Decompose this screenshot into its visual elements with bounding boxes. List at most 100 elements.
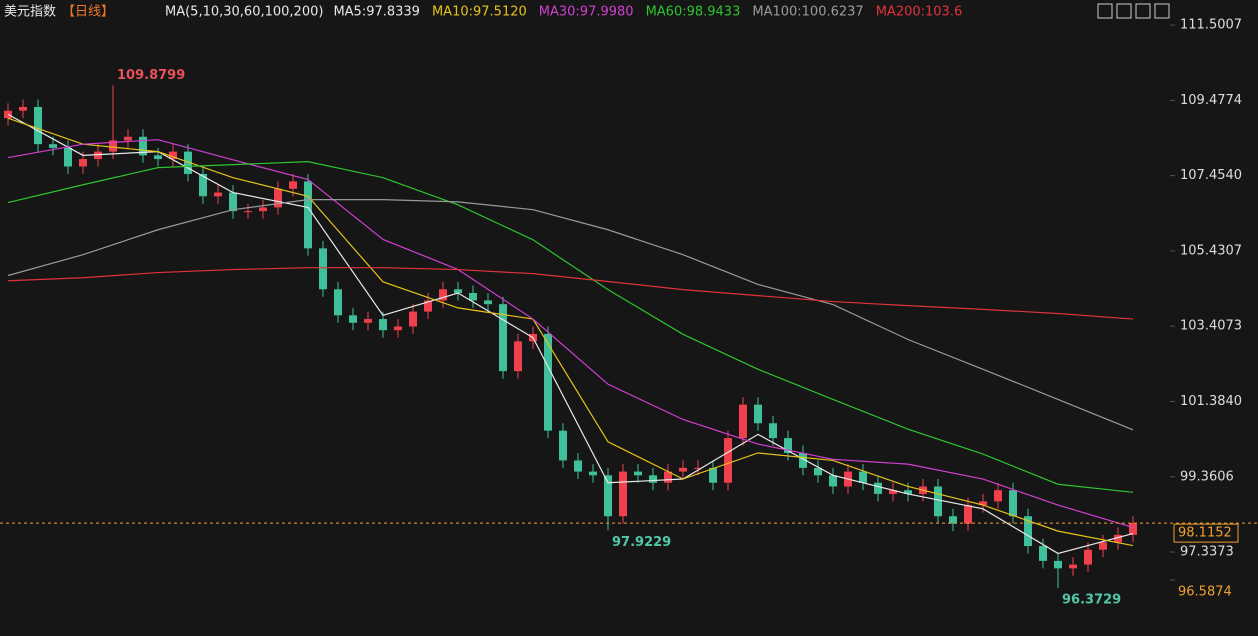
candle-body	[679, 467, 687, 472]
candle-body	[604, 475, 612, 517]
annotation: 96.3729	[1062, 592, 1121, 607]
candle-body	[364, 319, 372, 323]
candle-body	[259, 207, 267, 212]
candle-body	[1069, 564, 1077, 569]
candle-body	[289, 181, 297, 189]
candle-body	[589, 471, 597, 476]
candle-body	[1054, 560, 1062, 569]
candle-body	[979, 501, 987, 506]
candle-body	[124, 136, 132, 141]
legend-entry: MA5:97.8339	[333, 5, 420, 20]
candle-body	[574, 460, 582, 472]
candle-body	[829, 475, 837, 487]
y-tick-label: 107.4540	[1180, 168, 1242, 183]
candle-body	[19, 106, 27, 111]
legend-entry: MA60:98.9433	[646, 5, 741, 20]
candle-body	[544, 333, 552, 431]
candle-body	[694, 467, 702, 469]
candle-body	[634, 471, 642, 476]
candle-body	[1099, 542, 1107, 550]
candle-body	[514, 341, 522, 372]
candle-body	[349, 315, 357, 323]
candle-body	[859, 471, 867, 483]
candle-body	[1084, 549, 1092, 565]
y-tick-label: 97.3373	[1180, 545, 1234, 560]
candle-body	[274, 188, 282, 208]
candle-body	[709, 467, 717, 483]
candle-body	[484, 300, 492, 305]
candle-body	[139, 136, 147, 156]
legend-entry: MA200:103.6	[876, 5, 963, 20]
candle-body	[394, 326, 402, 331]
candle-body	[154, 155, 162, 160]
legend-entry: MA100:100.6237	[752, 5, 863, 20]
annotation: 109.8799	[117, 68, 185, 83]
chart-title: 美元指数	[4, 5, 56, 20]
y-tick-label: 111.5007	[1180, 18, 1242, 33]
candle-body	[49, 144, 57, 148]
annotation: 97.9229	[612, 535, 671, 550]
candle-body	[754, 404, 762, 424]
candle-body	[784, 438, 792, 453]
y-tick-label: 99.3606	[1180, 469, 1234, 484]
candle-body	[934, 486, 942, 517]
ma-line	[7, 113, 1134, 555]
ma-line	[7, 139, 1134, 529]
candle-body	[994, 490, 1002, 502]
current-price-box	[1173, 523, 1239, 543]
candle-body	[1129, 522, 1137, 535]
candle-body	[739, 404, 747, 439]
candle-body	[184, 151, 192, 174]
ma-line	[7, 199, 1134, 431]
candle-body	[214, 192, 222, 197]
candle-body	[64, 147, 72, 167]
candle-body	[229, 192, 237, 212]
candle-body	[799, 452, 807, 468]
ma-line	[7, 117, 1134, 547]
candle-body	[904, 490, 912, 494]
candle-body	[499, 304, 507, 372]
candle-body	[874, 482, 882, 494]
candle-body	[964, 505, 972, 524]
candle-body	[814, 467, 822, 476]
candle-body	[664, 471, 672, 483]
ma-line	[7, 267, 1134, 320]
candle-body	[559, 430, 567, 461]
candle-body	[769, 423, 777, 439]
candle-body	[109, 140, 117, 152]
y-tick-label: 109.4774	[1180, 93, 1242, 108]
candle-body	[94, 151, 102, 160]
candle-body	[334, 289, 342, 316]
candle-body	[409, 311, 417, 327]
candle-body	[1024, 516, 1032, 547]
candle-body	[454, 289, 462, 294]
candle-body	[889, 490, 897, 494]
candle-body	[379, 319, 387, 331]
toolbar-icons[interactable]	[1097, 3, 1170, 19]
candle-body	[469, 293, 477, 301]
y-tick-label: 103.4073	[1180, 319, 1242, 334]
candle-body	[1039, 546, 1047, 561]
candle-body	[4, 110, 12, 119]
candle-body	[424, 300, 432, 312]
candle-body	[1114, 534, 1122, 543]
candle-body	[199, 173, 207, 197]
y-tick-label: 105.4307	[1180, 243, 1242, 258]
candle-body	[724, 438, 732, 483]
candle-body	[319, 248, 327, 290]
candle-body	[79, 159, 87, 167]
candle-body	[619, 471, 627, 517]
candle-body	[34, 106, 42, 145]
legend-entry: MA10:97.5120	[432, 5, 527, 20]
candle-body	[649, 475, 657, 483]
period[interactable]: 【日线】	[62, 5, 114, 20]
candle-body	[244, 211, 252, 213]
candle-body	[439, 289, 447, 301]
y-tick-label: 101.3840	[1180, 394, 1242, 409]
current-price-label: 98.1152	[1178, 526, 1232, 541]
legend-entry: MA30:97.9980	[539, 5, 634, 20]
candle-body	[169, 151, 177, 160]
candle-body	[949, 516, 957, 524]
bottom-price-label: 96.5874	[1178, 584, 1232, 599]
